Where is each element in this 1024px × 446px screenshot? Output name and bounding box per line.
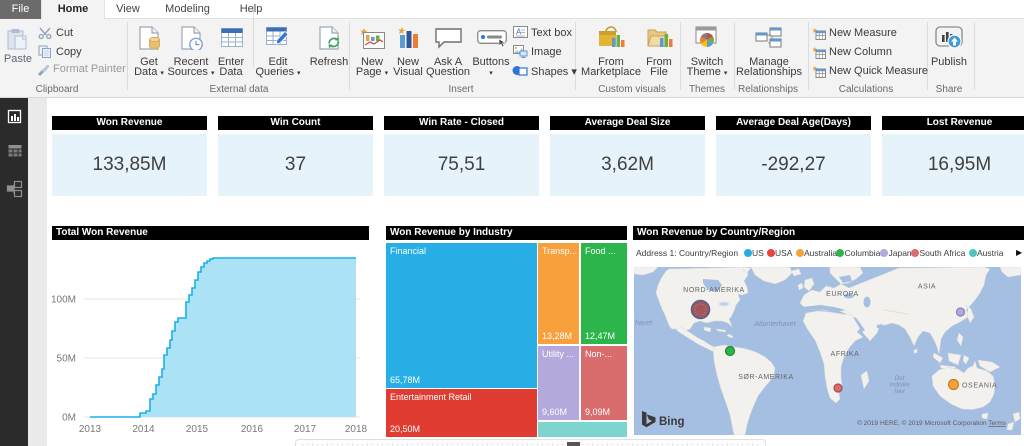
svg-text:100M: 100M: [52, 295, 76, 306]
svg-text:Atlanterhavet: Atlanterhavet: [753, 321, 796, 328]
svg-text:ASIA: ASIA: [918, 284, 936, 291]
svg-text:EUROPA: EUROPA: [826, 291, 859, 298]
svg-text:50M: 50M: [57, 354, 76, 365]
svg-text:havet: havet: [635, 320, 653, 327]
svg-text:hav: hav: [894, 388, 905, 395]
svg-text:AFRIKA: AFRIKA: [831, 351, 860, 358]
svg-text:0M: 0M: [62, 413, 76, 424]
svg-text:OSEANIA: OSEANIA: [962, 383, 997, 390]
svg-text:2016: 2016: [241, 424, 264, 435]
svg-text:2018: 2018: [345, 424, 368, 435]
svg-text:A: A: [516, 28, 522, 37]
svg-text:Det: Det: [894, 375, 905, 382]
svg-text:NORD-AMERIKA: NORD-AMERIKA: [683, 287, 745, 294]
svg-text:indiske: indiske: [889, 382, 910, 389]
svg-text:2017: 2017: [294, 424, 317, 435]
svg-text:© 2019 HERE, © 2019 Microsoft: © 2019 HERE, © 2019 Microsoft Corporatio…: [857, 419, 1007, 427]
svg-text:2015: 2015: [186, 424, 209, 435]
svg-text:SØR-AMERIKA: SØR-AMERIKA: [738, 374, 794, 381]
svg-text:Bing: Bing: [659, 416, 685, 428]
svg-text:2013: 2013: [79, 424, 102, 435]
svg-text:2014: 2014: [132, 424, 155, 435]
